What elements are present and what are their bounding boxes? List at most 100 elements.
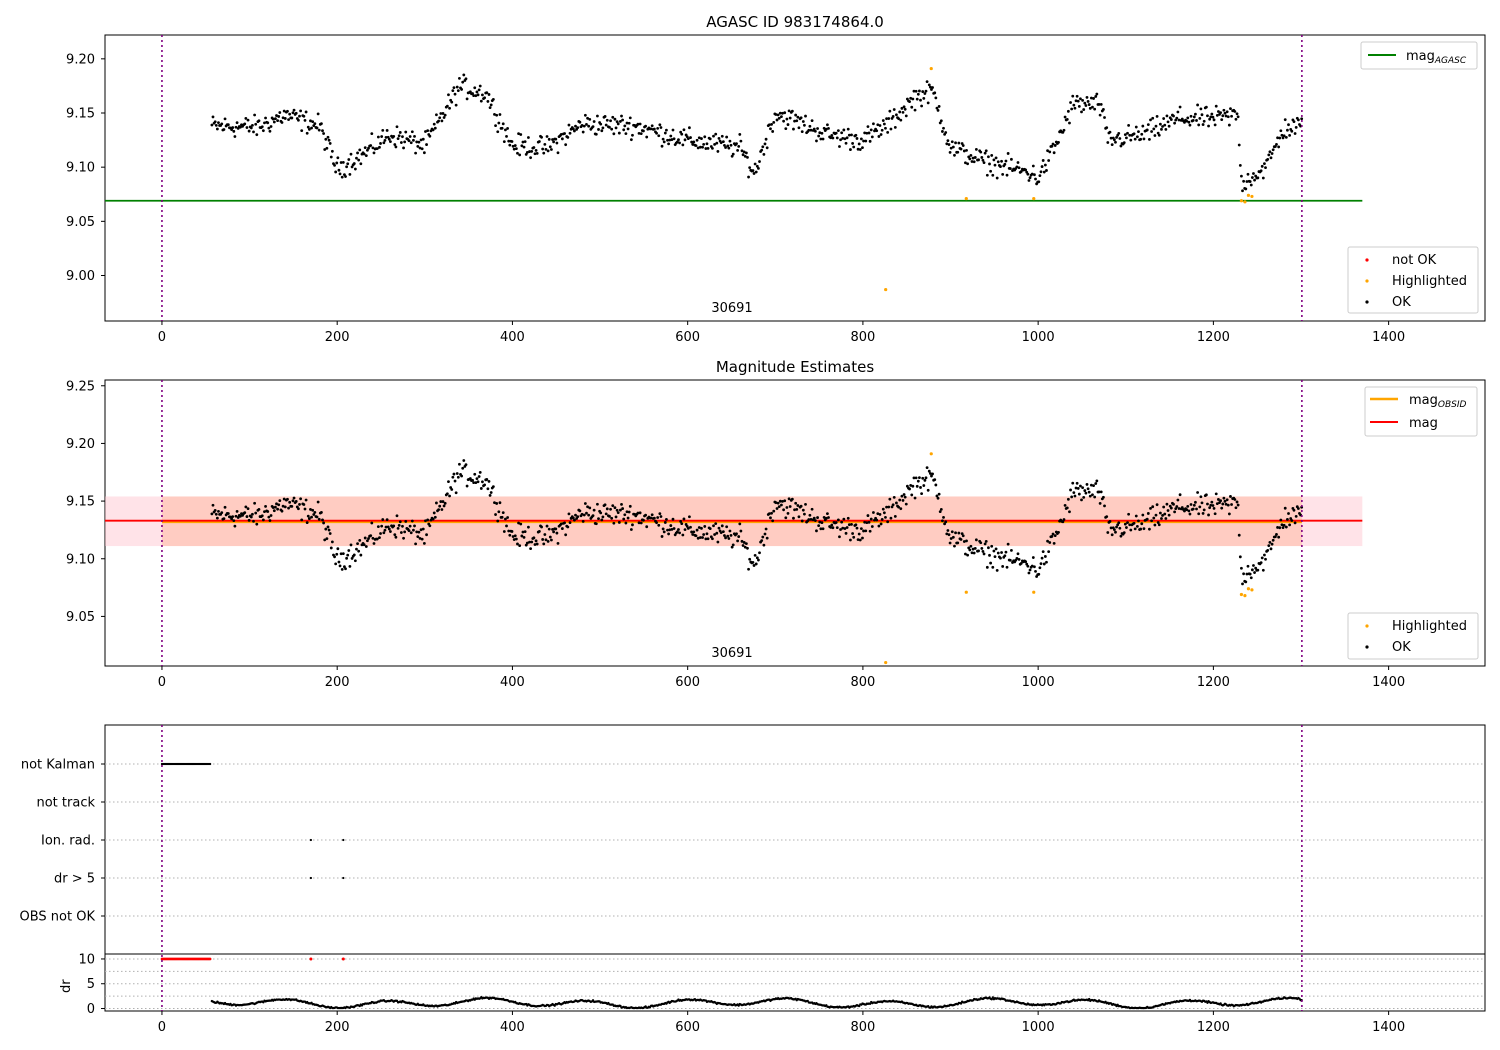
ok-point [945,142,949,146]
ok-point [304,498,308,502]
ok-point [461,80,465,84]
ok-point [1057,140,1060,144]
ok-point [881,507,885,511]
ok-point [559,522,563,526]
ok-point [797,515,801,519]
ok-point [369,534,373,538]
ok-point [866,125,870,129]
ok-point [970,160,974,163]
ok-point [1047,550,1051,554]
ok-point [1005,565,1009,569]
ok-point [1127,123,1131,127]
ok-point [1045,560,1048,564]
ok-point [335,161,339,165]
ok-point [254,122,258,126]
ok-point [573,518,576,522]
ok-point [683,138,687,142]
ok-point [1148,137,1151,141]
ok-point [652,127,656,131]
ok-point [661,137,665,141]
ok-point [966,553,970,557]
ok-point [987,155,990,159]
ok-point [234,125,238,129]
ok-point [1076,99,1080,103]
ok-point [481,480,484,484]
ok-point [476,480,480,484]
ok-point [801,120,805,123]
ok-point [1219,499,1223,503]
legend-label-highlighted: Highlighted [1392,619,1467,634]
ok-point [936,108,940,112]
ok-point [1214,104,1218,108]
ok-point [995,568,999,572]
ok-point [1102,108,1105,111]
ok-point [399,141,403,144]
ok-point [729,534,733,537]
ok-point [636,511,640,515]
ok-point [333,163,336,167]
ok-point [384,525,388,529]
ok-point [928,472,932,475]
ok-point [316,500,320,504]
ok-point [473,86,477,90]
ok-point [782,119,786,123]
y-tick-label: 9.15 [66,495,95,510]
highlighted-point [884,287,888,292]
ok-point [817,524,821,527]
axes-frame [104,379,1486,667]
ok-point [380,524,384,528]
ok-point [604,123,608,127]
ok-point [1005,173,1009,177]
ok-point [213,120,217,124]
ok-point [1128,133,1132,137]
ok-point [851,142,855,145]
ok-point [247,129,251,133]
ok-point [851,532,855,535]
ok-point [1273,535,1277,539]
ok-point [1254,566,1258,570]
ok-point [974,147,978,151]
ok-point [1166,120,1170,124]
ok-point [957,141,961,145]
ok-point [255,133,259,137]
ok-point [716,150,720,153]
ok-point [488,106,492,110]
ok-point [726,144,730,148]
ok-point [366,539,369,543]
ok-point [925,466,929,470]
ok-point [1279,518,1283,522]
ok-point [291,499,295,503]
ok-point [795,507,799,511]
ok-point [1086,100,1090,103]
ok-point [364,545,368,548]
ok-point [1273,145,1277,148]
ok-point [516,542,519,546]
ok-point [967,546,971,550]
ok-point [855,526,859,530]
ok-point [1087,103,1091,106]
ok-point [669,524,673,527]
ok-point [1015,165,1019,169]
highlighted-point [884,660,888,665]
ok-point [548,145,552,149]
ok-point [728,529,732,533]
ok-point [1099,490,1103,494]
ok-point [586,505,589,509]
ok-point [979,150,983,154]
ok-point [872,122,875,126]
ok-point [765,146,769,150]
ok-point [818,131,822,135]
ok-point [616,122,620,126]
ok-point [493,113,496,116]
ok-point [767,512,771,516]
ok-point [506,127,510,130]
ok-point [330,540,334,544]
ok-point [993,555,997,559]
ok-point [1115,525,1118,529]
ok-point [1092,484,1095,488]
ok-point [727,537,731,540]
ok-point [419,528,423,532]
ok-point [1267,544,1271,548]
ok-point [1082,108,1086,111]
